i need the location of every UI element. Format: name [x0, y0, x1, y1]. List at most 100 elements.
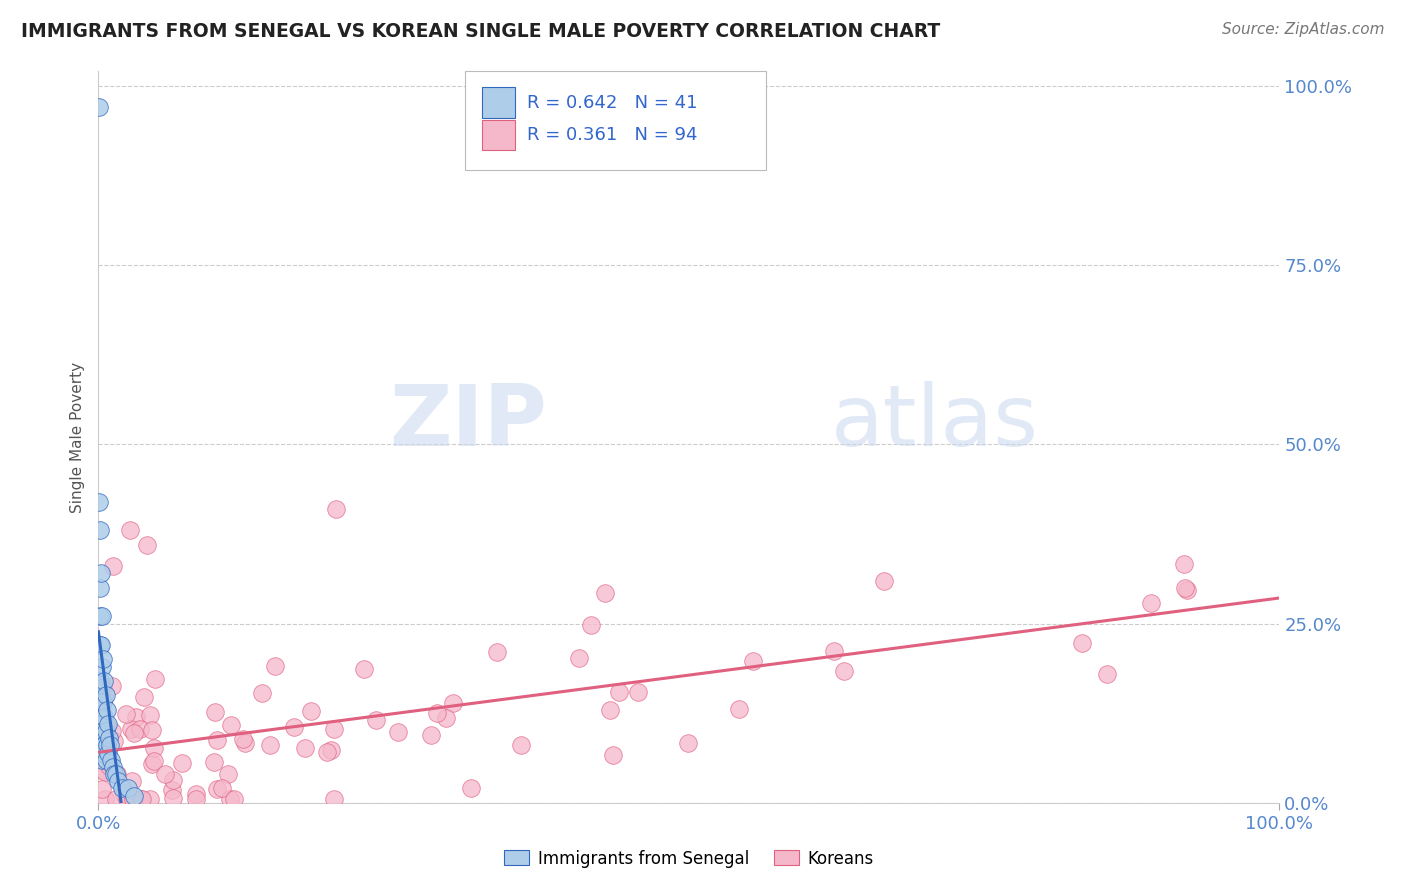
Point [93, 764, 115, 779]
Point [98, 759, 121, 773]
Point [1173, 557, 1195, 571]
Point [120, 723, 142, 737]
Text: R = 0.642   N = 41: R = 0.642 N = 41 [527, 94, 697, 112]
Point [104, 792, 127, 806]
Point [599, 703, 621, 717]
Point [322, 722, 344, 736]
Point [96, 718, 118, 732]
Point [115, 792, 138, 806]
Point [153, 767, 176, 781]
Point [91, 652, 114, 666]
Point [101, 679, 124, 693]
Point [129, 792, 152, 806]
Point [100, 724, 122, 739]
Point [325, 501, 347, 516]
Text: atlas: atlas [831, 381, 1039, 464]
Point [602, 748, 624, 763]
Point [91, 746, 114, 760]
Text: IMMIGRANTS FROM SENEGAL VS KOREAN SINGLE MALE POVERTY CORRELATION CHART: IMMIGRANTS FROM SENEGAL VS KOREAN SINGLE… [21, 22, 941, 41]
Point [89, 638, 111, 652]
Point [139, 792, 162, 806]
Point [94, 792, 117, 806]
Point [135, 538, 157, 552]
Point [91, 609, 114, 624]
Text: ZIP: ZIP [389, 381, 547, 464]
Point [510, 738, 533, 752]
Point [105, 767, 128, 781]
Point [93, 673, 115, 688]
Point [627, 684, 650, 698]
Point [142, 740, 165, 755]
Point [90, 566, 112, 581]
Point [100, 753, 122, 767]
Point [122, 789, 145, 803]
Point [353, 662, 375, 676]
Text: R = 0.361   N = 94: R = 0.361 N = 94 [527, 126, 697, 144]
FancyBboxPatch shape [482, 120, 516, 151]
Point [184, 787, 207, 801]
Point [233, 736, 256, 750]
Point [134, 690, 156, 704]
Point [595, 585, 617, 599]
Point [1140, 597, 1163, 611]
Point [728, 702, 751, 716]
Point [87, 494, 110, 508]
Point [607, 684, 630, 698]
Point [1070, 635, 1092, 649]
Point [98, 739, 121, 753]
Point [91, 717, 114, 731]
Point [87, 100, 110, 114]
Point [90, 681, 112, 695]
Point [94, 724, 117, 739]
Point [420, 728, 443, 742]
Point [122, 792, 145, 806]
Point [101, 760, 124, 774]
Point [94, 753, 117, 767]
Point [128, 722, 150, 736]
Point [117, 781, 139, 796]
Point [581, 618, 603, 632]
Point [217, 766, 239, 780]
Point [90, 717, 112, 731]
Point [219, 718, 242, 732]
Point [115, 706, 138, 721]
Point [122, 726, 145, 740]
Point [294, 741, 316, 756]
Point [676, 736, 699, 750]
Point [1095, 666, 1118, 681]
Point [94, 688, 117, 702]
Point [250, 686, 273, 700]
Point [143, 672, 166, 686]
Point [211, 781, 233, 796]
Point [160, 782, 183, 797]
Point [89, 609, 111, 624]
Point [1175, 583, 1198, 598]
Point [91, 681, 114, 695]
Point [93, 739, 115, 753]
Point [91, 739, 114, 753]
Point [299, 704, 322, 718]
Point [91, 659, 114, 673]
Point [172, 756, 194, 770]
Point [434, 711, 457, 725]
Point [143, 755, 166, 769]
Point [184, 792, 207, 806]
Point [131, 792, 153, 806]
Point [205, 781, 228, 796]
Y-axis label: Single Male Poverty: Single Male Poverty [70, 361, 86, 513]
Point [872, 574, 894, 589]
Point [264, 659, 287, 673]
Point [105, 767, 128, 781]
Legend: Immigrants from Senegal, Koreans: Immigrants from Senegal, Koreans [505, 849, 873, 868]
Point [101, 559, 124, 574]
Point [103, 767, 125, 781]
Point [97, 717, 120, 731]
Point [89, 524, 111, 538]
Point [366, 713, 388, 727]
Point [93, 690, 115, 705]
Point [204, 705, 226, 719]
Point [426, 706, 449, 720]
Point [112, 787, 135, 801]
Point [441, 696, 464, 710]
Point [91, 695, 114, 709]
